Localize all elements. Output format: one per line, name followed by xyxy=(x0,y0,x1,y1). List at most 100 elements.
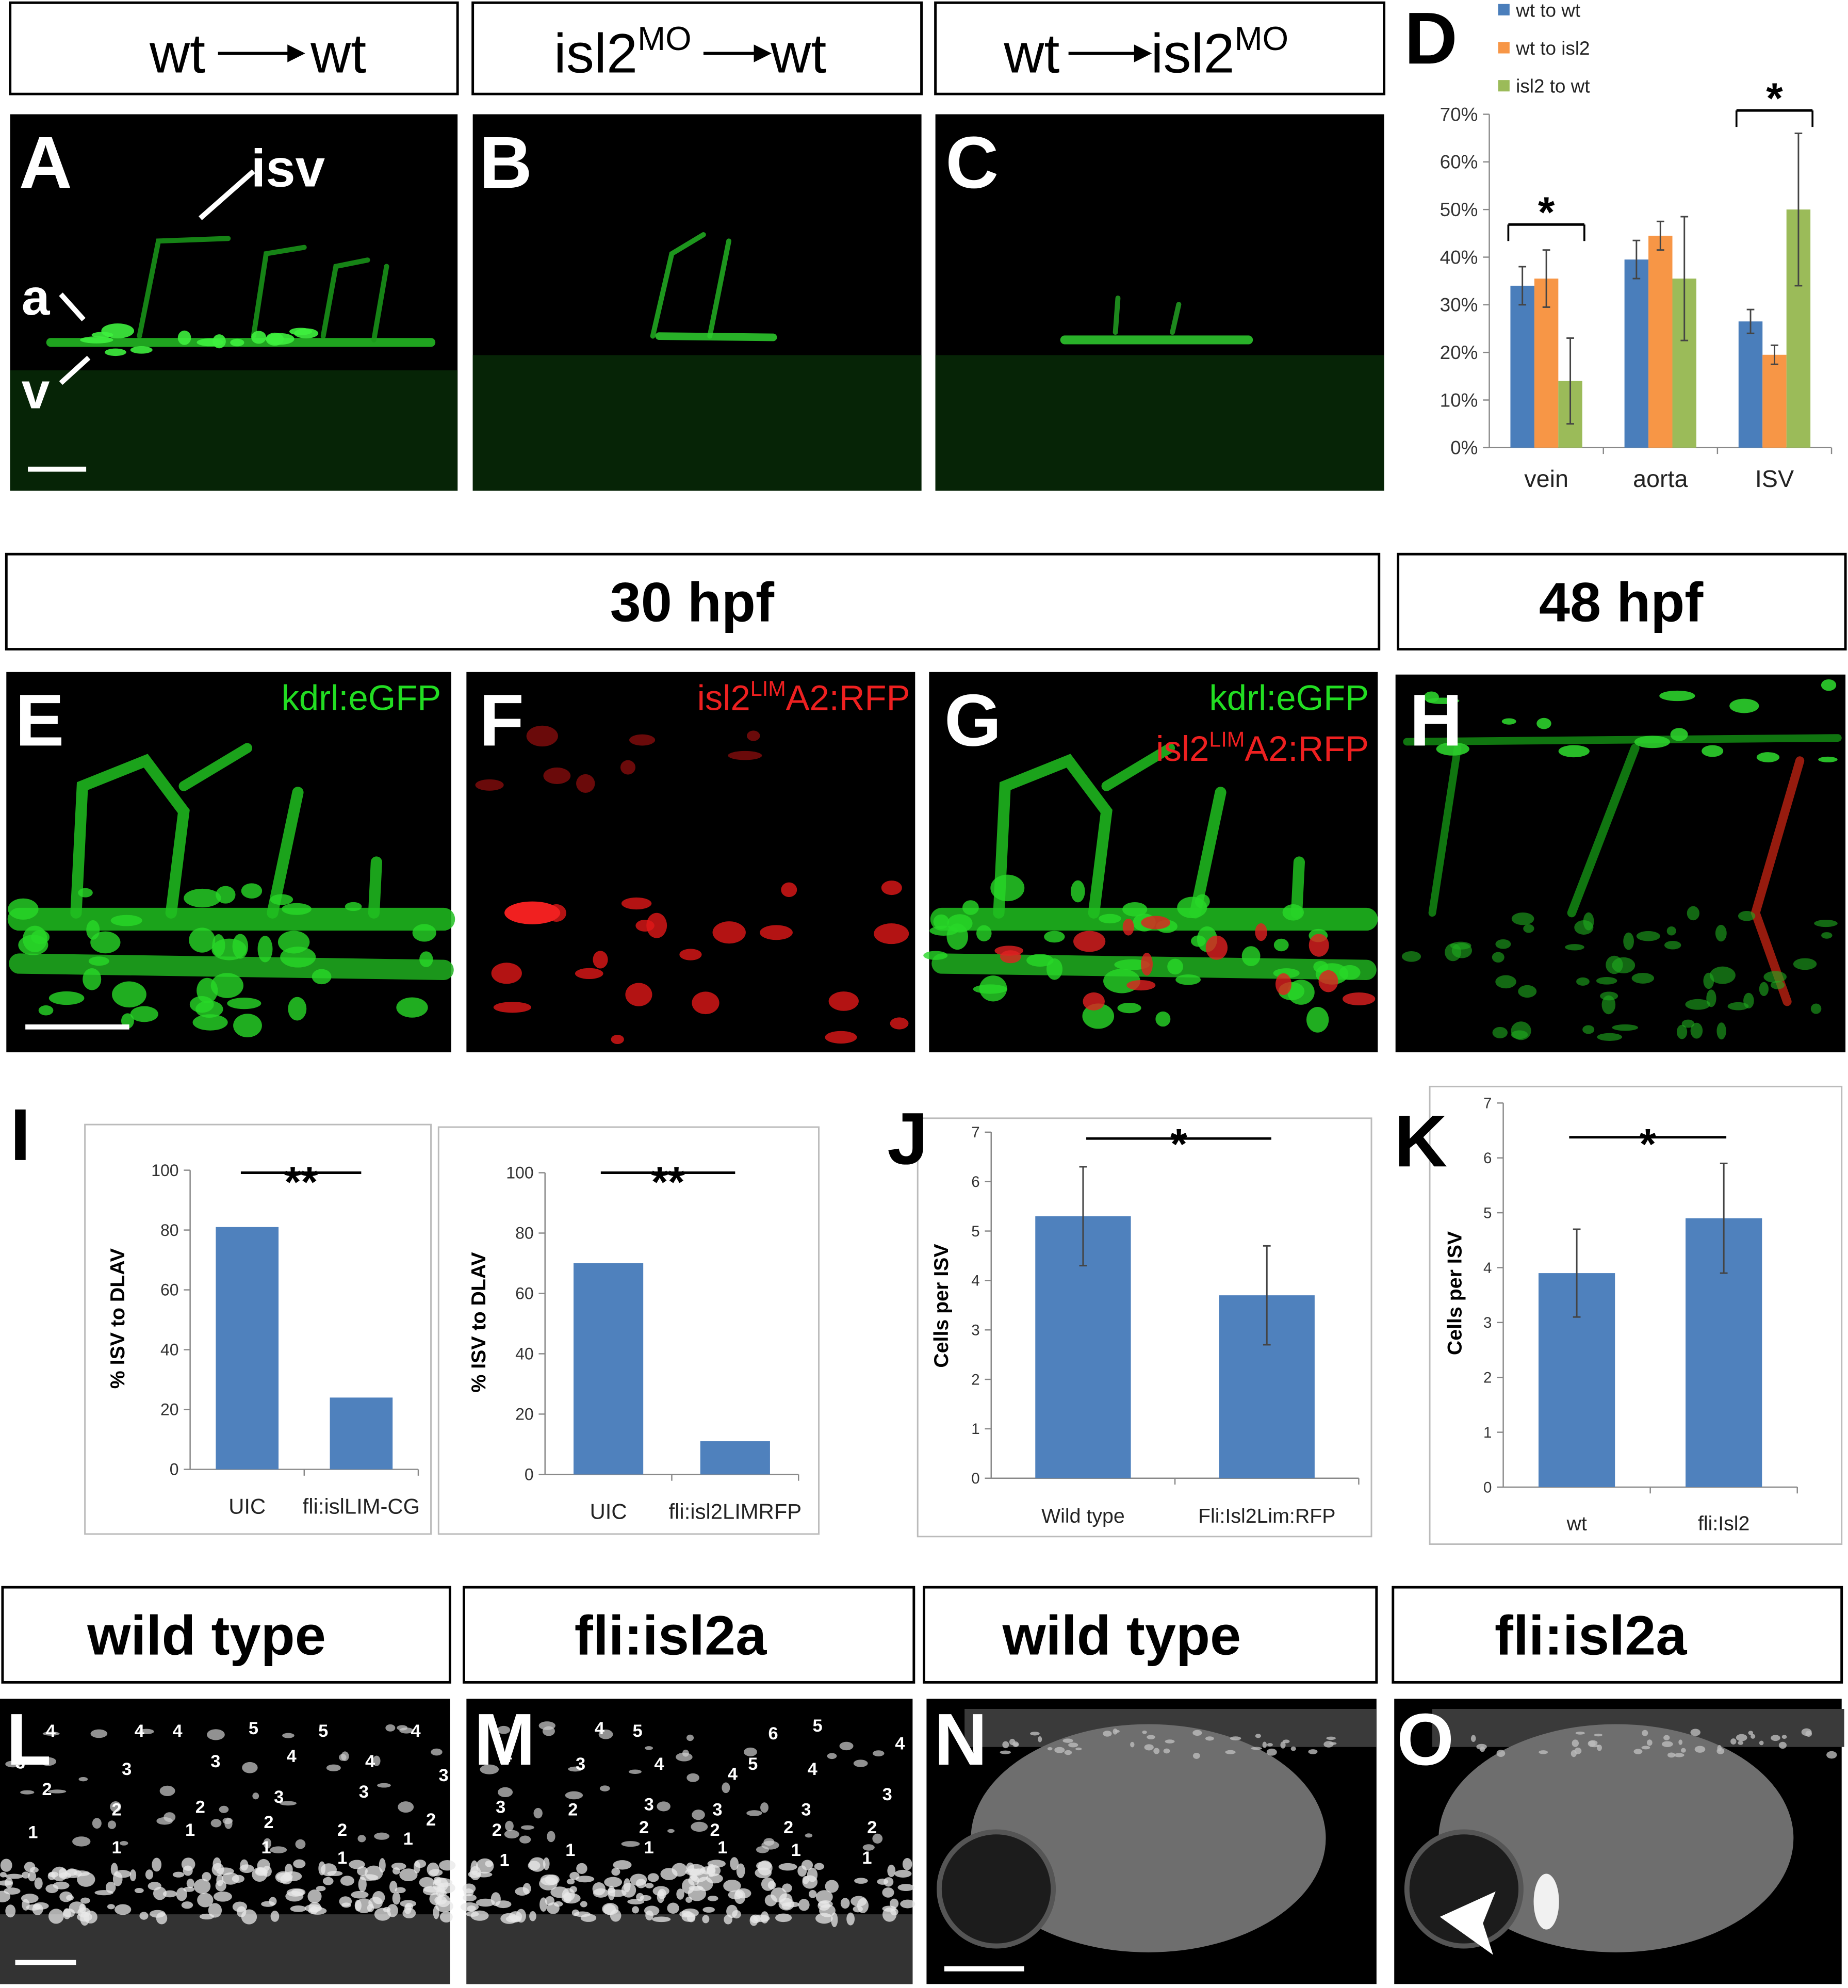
cell-blob xyxy=(1738,1740,1744,1745)
cell-number: 2 xyxy=(710,1820,719,1840)
cell-blob xyxy=(64,1869,82,1878)
cell-blob xyxy=(736,1863,745,1878)
cell-blob xyxy=(604,1877,623,1887)
cell-blob xyxy=(1192,1730,1202,1736)
cell-blob xyxy=(1634,736,1670,748)
cell-number: 2 xyxy=(195,1798,205,1817)
cell-number: 1 xyxy=(565,1840,575,1860)
cell-number: 4 xyxy=(172,1721,182,1741)
cell-blob xyxy=(1117,1003,1141,1014)
cell-blob xyxy=(1814,920,1838,927)
cell-blob xyxy=(431,1748,443,1756)
cell-number: 1 xyxy=(261,1838,271,1857)
cell-blob xyxy=(232,1875,244,1883)
cell-blob xyxy=(1266,1748,1277,1756)
image-label-superscript: LIM xyxy=(750,677,786,700)
significance-marker: * xyxy=(1639,1119,1656,1168)
cell-blob xyxy=(1523,924,1534,933)
y-tick-label: 7 xyxy=(1483,1095,1492,1112)
cell-blob xyxy=(691,1821,708,1832)
cell-blob xyxy=(805,1833,813,1838)
cell-blob xyxy=(383,1906,391,1913)
cell-blob xyxy=(1068,1742,1078,1748)
cell-blob xyxy=(1539,1750,1548,1754)
cell-blob xyxy=(782,1883,792,1893)
y-tick-label: 1 xyxy=(971,1421,979,1438)
cell-blob xyxy=(620,760,636,775)
vessel xyxy=(1170,302,1182,335)
cell-blob xyxy=(105,348,126,356)
cell-blob xyxy=(1730,1738,1737,1745)
cell-blob xyxy=(276,1872,293,1881)
cell-blob xyxy=(269,1897,277,1906)
cell-blob xyxy=(568,1766,583,1772)
cell-blob xyxy=(702,1906,715,1913)
cell-blob xyxy=(476,1858,494,1874)
cell-blob xyxy=(290,1905,306,1912)
cell-blob xyxy=(63,1908,71,1919)
cell-blob xyxy=(90,1729,108,1738)
cell-blob xyxy=(257,936,273,963)
cell-number: 4 xyxy=(808,1759,817,1779)
y-tick-label: 20 xyxy=(160,1400,179,1419)
cell-blob xyxy=(706,1873,723,1884)
cell-blob xyxy=(1642,1730,1648,1736)
header-text: wt xyxy=(310,22,366,84)
cell-blob xyxy=(1801,1728,1812,1736)
cell-blob xyxy=(645,1746,653,1750)
cell-blob xyxy=(657,1801,670,1812)
cell-blob xyxy=(1177,897,1207,919)
cell-blob xyxy=(467,1905,476,1912)
cell-blob xyxy=(1583,912,1594,931)
cell-blob xyxy=(1717,1745,1722,1752)
cell-blob xyxy=(630,1873,647,1886)
cell-blob xyxy=(270,894,293,905)
cell-blob xyxy=(681,1912,696,1922)
significance-marker: * xyxy=(1766,74,1783,122)
cell-blob xyxy=(1306,1006,1329,1033)
y-axis-label: Cells per ISV xyxy=(1443,1231,1466,1355)
header-arrows xyxy=(218,44,1152,62)
cell-number: 3 xyxy=(15,1753,25,1773)
cell-blob xyxy=(846,1912,855,1926)
cell-blob xyxy=(20,1790,35,1795)
cell-blob xyxy=(139,1729,154,1734)
cell-number: 4 xyxy=(46,1721,56,1741)
cell-blob xyxy=(1141,916,1170,930)
cell-blob xyxy=(5,1878,13,1888)
vessel xyxy=(371,264,389,343)
cell-number: 4 xyxy=(365,1752,375,1771)
cell-blob xyxy=(318,1861,326,1876)
cell-blob xyxy=(339,1754,347,1761)
bar xyxy=(1738,321,1763,448)
legend-label: wt to wt xyxy=(1515,0,1580,21)
cell-blob xyxy=(1770,981,1785,989)
cell-blob xyxy=(580,1901,587,1908)
cell-blob xyxy=(862,1844,875,1851)
cell-number: 4 xyxy=(728,1765,738,1784)
cell-number: 4 xyxy=(895,1734,905,1754)
cell-blob xyxy=(1690,1729,1700,1736)
cell-blob xyxy=(351,1891,369,1899)
cell-blob xyxy=(419,951,433,967)
cell-blob xyxy=(628,1769,642,1774)
cell-blob xyxy=(764,1894,777,1906)
cell-blob xyxy=(304,1904,322,1912)
y-tick-label: 60% xyxy=(1440,152,1478,173)
cell-number: 1 xyxy=(337,1848,347,1868)
cell-blob xyxy=(1588,1740,1596,1747)
cell-blob xyxy=(1661,1741,1673,1747)
cell-blob xyxy=(4,1887,21,1895)
bar xyxy=(216,1227,279,1470)
panel-letter: N xyxy=(934,1699,987,1781)
cell-blob xyxy=(210,1819,222,1828)
cell-blob xyxy=(80,336,113,344)
cell-blob xyxy=(808,1890,817,1898)
cell-blob xyxy=(685,1896,693,1903)
cell-blob xyxy=(48,991,85,1005)
cell-blob xyxy=(1099,914,1121,924)
significance-marker: ** xyxy=(651,1158,685,1206)
cell-blob xyxy=(240,1859,249,1871)
cell-blob xyxy=(802,1876,809,1884)
cell-blob xyxy=(1558,745,1590,758)
